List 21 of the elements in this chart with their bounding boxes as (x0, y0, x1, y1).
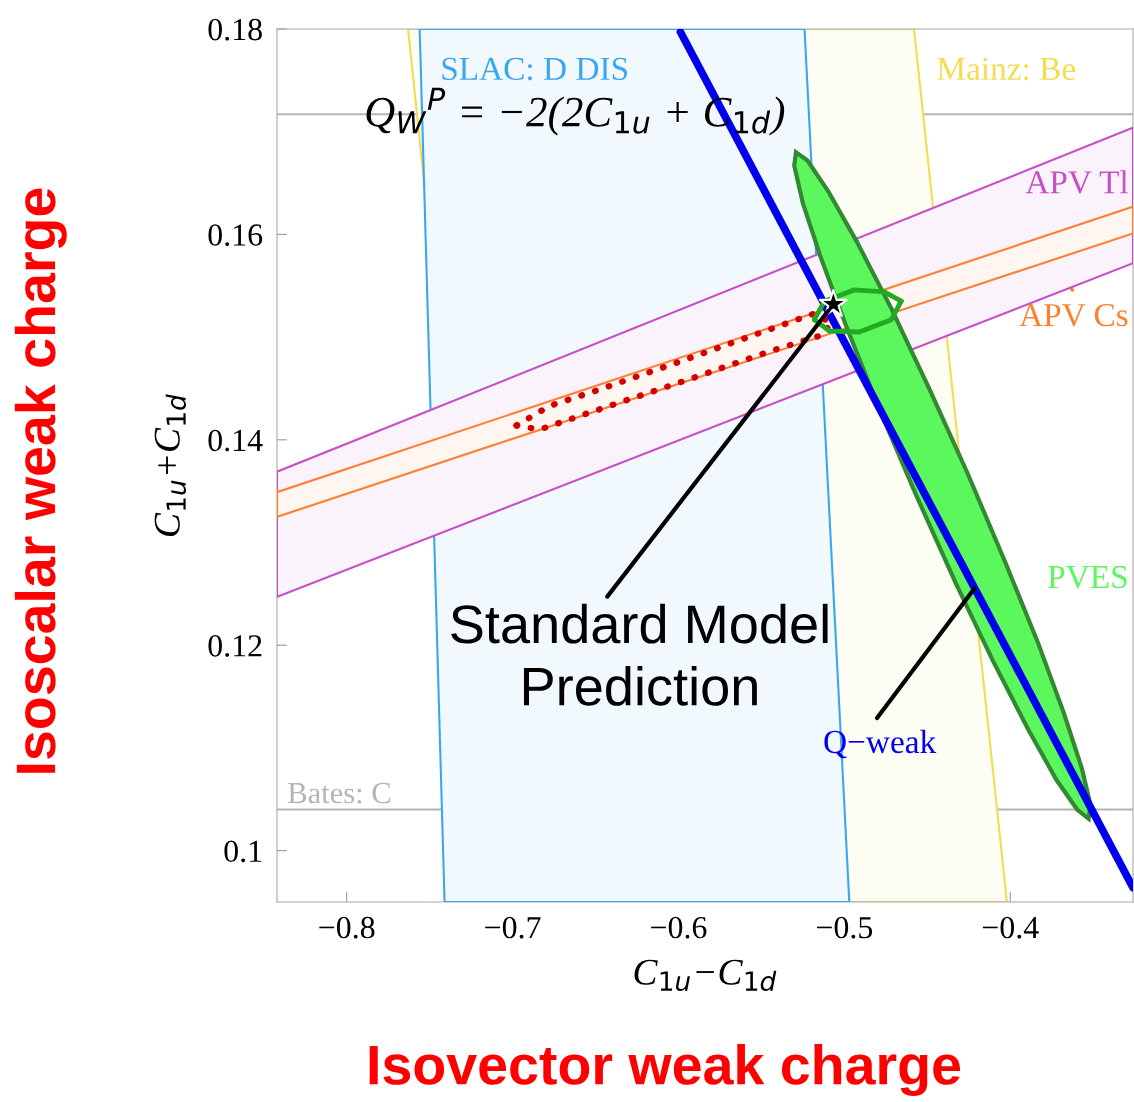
y-tick-label: 0.14 (208, 429, 263, 452)
text: Isoscalar weak charge (14, 188, 67, 773)
text: Isovector weak charge (369, 1044, 961, 1097)
x-tick-label: −0.7 (485, 916, 541, 939)
x-tick-label: −0.8 (319, 916, 375, 939)
legend-label: APV Cs (1019, 303, 1128, 327)
ref-line-label: Bates: C (288, 782, 390, 804)
series-label: SLAC: D DIS (442, 57, 628, 81)
x-tick-label: −0.5 (816, 916, 873, 939)
x-axis-title: C$_{1u}$−C$_{1d}$ (634, 959, 777, 991)
series-label: PVES (1048, 565, 1127, 589)
y-tick-label: 0.18 (208, 18, 262, 41)
y-tick-label: 0.16 (208, 224, 263, 246)
series-label: Mainz: Be (937, 57, 1076, 81)
x-tick-label: −0.6 (651, 916, 707, 939)
y-axis-title: C$_{1u}$+C$_{1d}$ (154, 394, 187, 536)
y-tick-label: 0.12 (208, 635, 262, 657)
series-label: APV Tl (1025, 170, 1129, 194)
x-tick-label: −0.4 (982, 916, 1039, 939)
y-tick-label: 0.1 (224, 840, 262, 863)
annotation: Standard Model Prediction (451, 603, 828, 706)
